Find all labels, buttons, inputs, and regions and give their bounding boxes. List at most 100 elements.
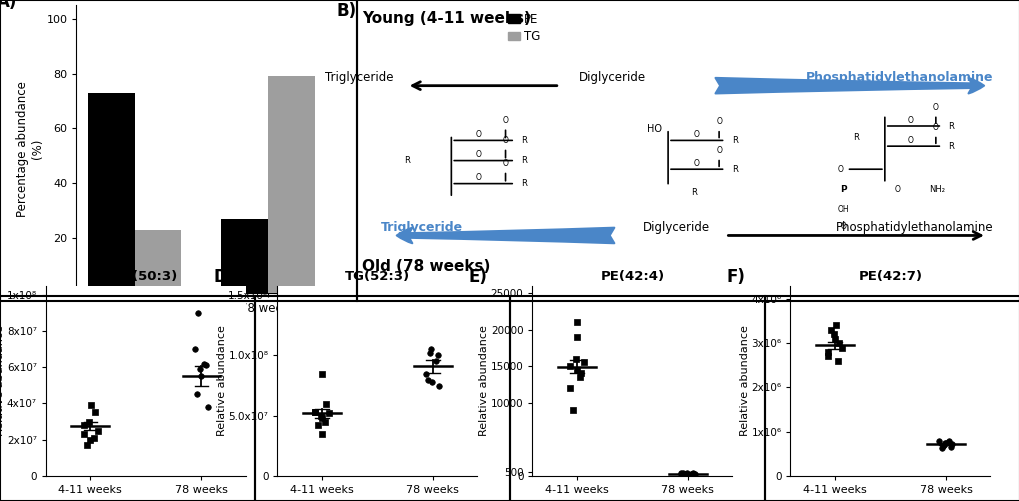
Point	[83, 436, 99, 444]
Text: O: O	[502, 116, 508, 125]
Point	[675, 469, 691, 477]
Text: O: O	[907, 116, 912, 125]
Point	[314, 414, 330, 422]
Point	[186, 345, 203, 353]
Point	[198, 361, 214, 369]
Text: C): C)	[0, 269, 2, 287]
Text: O: O	[840, 222, 846, 231]
Text: R: R	[521, 179, 527, 188]
Point	[317, 418, 333, 426]
Text: O: O	[502, 136, 508, 145]
Text: OH: OH	[837, 205, 849, 214]
Point	[78, 441, 95, 449]
Point	[673, 469, 689, 477]
Text: Young (4-11 weeks): Young (4-11 weeks)	[362, 11, 531, 26]
Point	[431, 382, 447, 390]
Point	[314, 370, 330, 378]
Y-axis label: Relative abundance: Relative abundance	[217, 325, 226, 436]
Text: Triglyceride: Triglyceride	[381, 221, 463, 234]
Text: O: O	[715, 146, 721, 155]
Text: B): B)	[336, 2, 357, 20]
Point	[822, 326, 839, 334]
Title: TG(50:3): TG(50:3)	[113, 270, 178, 283]
Text: P: P	[840, 185, 846, 194]
Text: O: O	[932, 103, 937, 112]
Point	[424, 378, 440, 386]
Point	[314, 430, 330, 438]
Point	[936, 439, 953, 447]
Text: Phosphatidylethanolamine: Phosphatidylethanolamine	[805, 71, 993, 84]
Text: R: R	[853, 133, 859, 142]
Point	[576, 358, 592, 366]
Point	[307, 408, 323, 416]
Title: PE(42:7): PE(42:7)	[858, 270, 921, 283]
Point	[933, 442, 950, 450]
Text: O: O	[907, 136, 912, 145]
Text: O: O	[475, 150, 481, 159]
Y-axis label: Relative abundance: Relative abundance	[739, 325, 749, 436]
Point	[819, 348, 836, 356]
Point	[561, 362, 578, 370]
Text: O: O	[475, 173, 481, 182]
Point	[569, 318, 585, 326]
Point	[819, 352, 836, 360]
Legend: PE, TG: PE, TG	[502, 8, 545, 48]
Point	[825, 330, 842, 338]
Title: PE(42:4): PE(42:4)	[600, 270, 663, 283]
Point	[90, 427, 106, 435]
Point	[679, 469, 695, 477]
Text: O: O	[837, 165, 843, 174]
Y-axis label: Percentage abundance
(%): Percentage abundance (%)	[15, 81, 44, 217]
Text: A): A)	[0, 0, 17, 12]
Bar	[221, 219, 268, 293]
Point	[82, 417, 98, 425]
Point	[427, 358, 443, 366]
Text: O: O	[475, 130, 481, 139]
Point	[686, 470, 702, 478]
Point	[569, 366, 585, 374]
Point	[318, 400, 334, 408]
Text: O: O	[693, 130, 699, 139]
Text: E): E)	[468, 269, 487, 287]
Title: TG(52:3): TG(52:3)	[344, 270, 410, 283]
Point	[936, 439, 953, 447]
Text: R: R	[404, 156, 410, 165]
Point	[940, 436, 956, 444]
Bar	[135, 230, 181, 293]
Text: O: O	[693, 159, 699, 168]
Point	[86, 434, 102, 442]
Text: O: O	[894, 185, 900, 194]
Point	[420, 376, 436, 384]
Bar	[268, 76, 315, 293]
Point	[196, 360, 212, 368]
Point	[829, 357, 846, 365]
Point	[572, 373, 588, 381]
Point	[200, 403, 216, 411]
Text: R: R	[732, 136, 737, 145]
Point	[83, 401, 99, 409]
Point	[569, 333, 585, 341]
Text: Diglyceride: Diglyceride	[579, 71, 645, 84]
Y-axis label: Relative abundance: Relative abundance	[0, 325, 5, 436]
Text: F): F)	[726, 269, 745, 287]
Point	[826, 322, 843, 330]
Point	[418, 370, 434, 378]
Text: R: R	[521, 136, 527, 145]
Point	[190, 309, 206, 317]
Point	[682, 470, 698, 478]
Point	[826, 335, 843, 343]
Point	[192, 365, 208, 373]
Point	[568, 355, 584, 363]
Point	[75, 430, 92, 438]
Point	[935, 441, 952, 449]
Point	[573, 369, 589, 377]
Text: D): D)	[213, 269, 234, 287]
Point	[678, 470, 694, 478]
Text: R: R	[948, 142, 954, 151]
Text: Phosphatidylethanolamine: Phosphatidylethanolamine	[835, 221, 993, 234]
Y-axis label: Relative abundance: Relative abundance	[479, 325, 489, 436]
Point	[310, 421, 326, 429]
Point	[189, 390, 205, 398]
Bar	[88, 93, 135, 293]
Point	[565, 406, 581, 414]
